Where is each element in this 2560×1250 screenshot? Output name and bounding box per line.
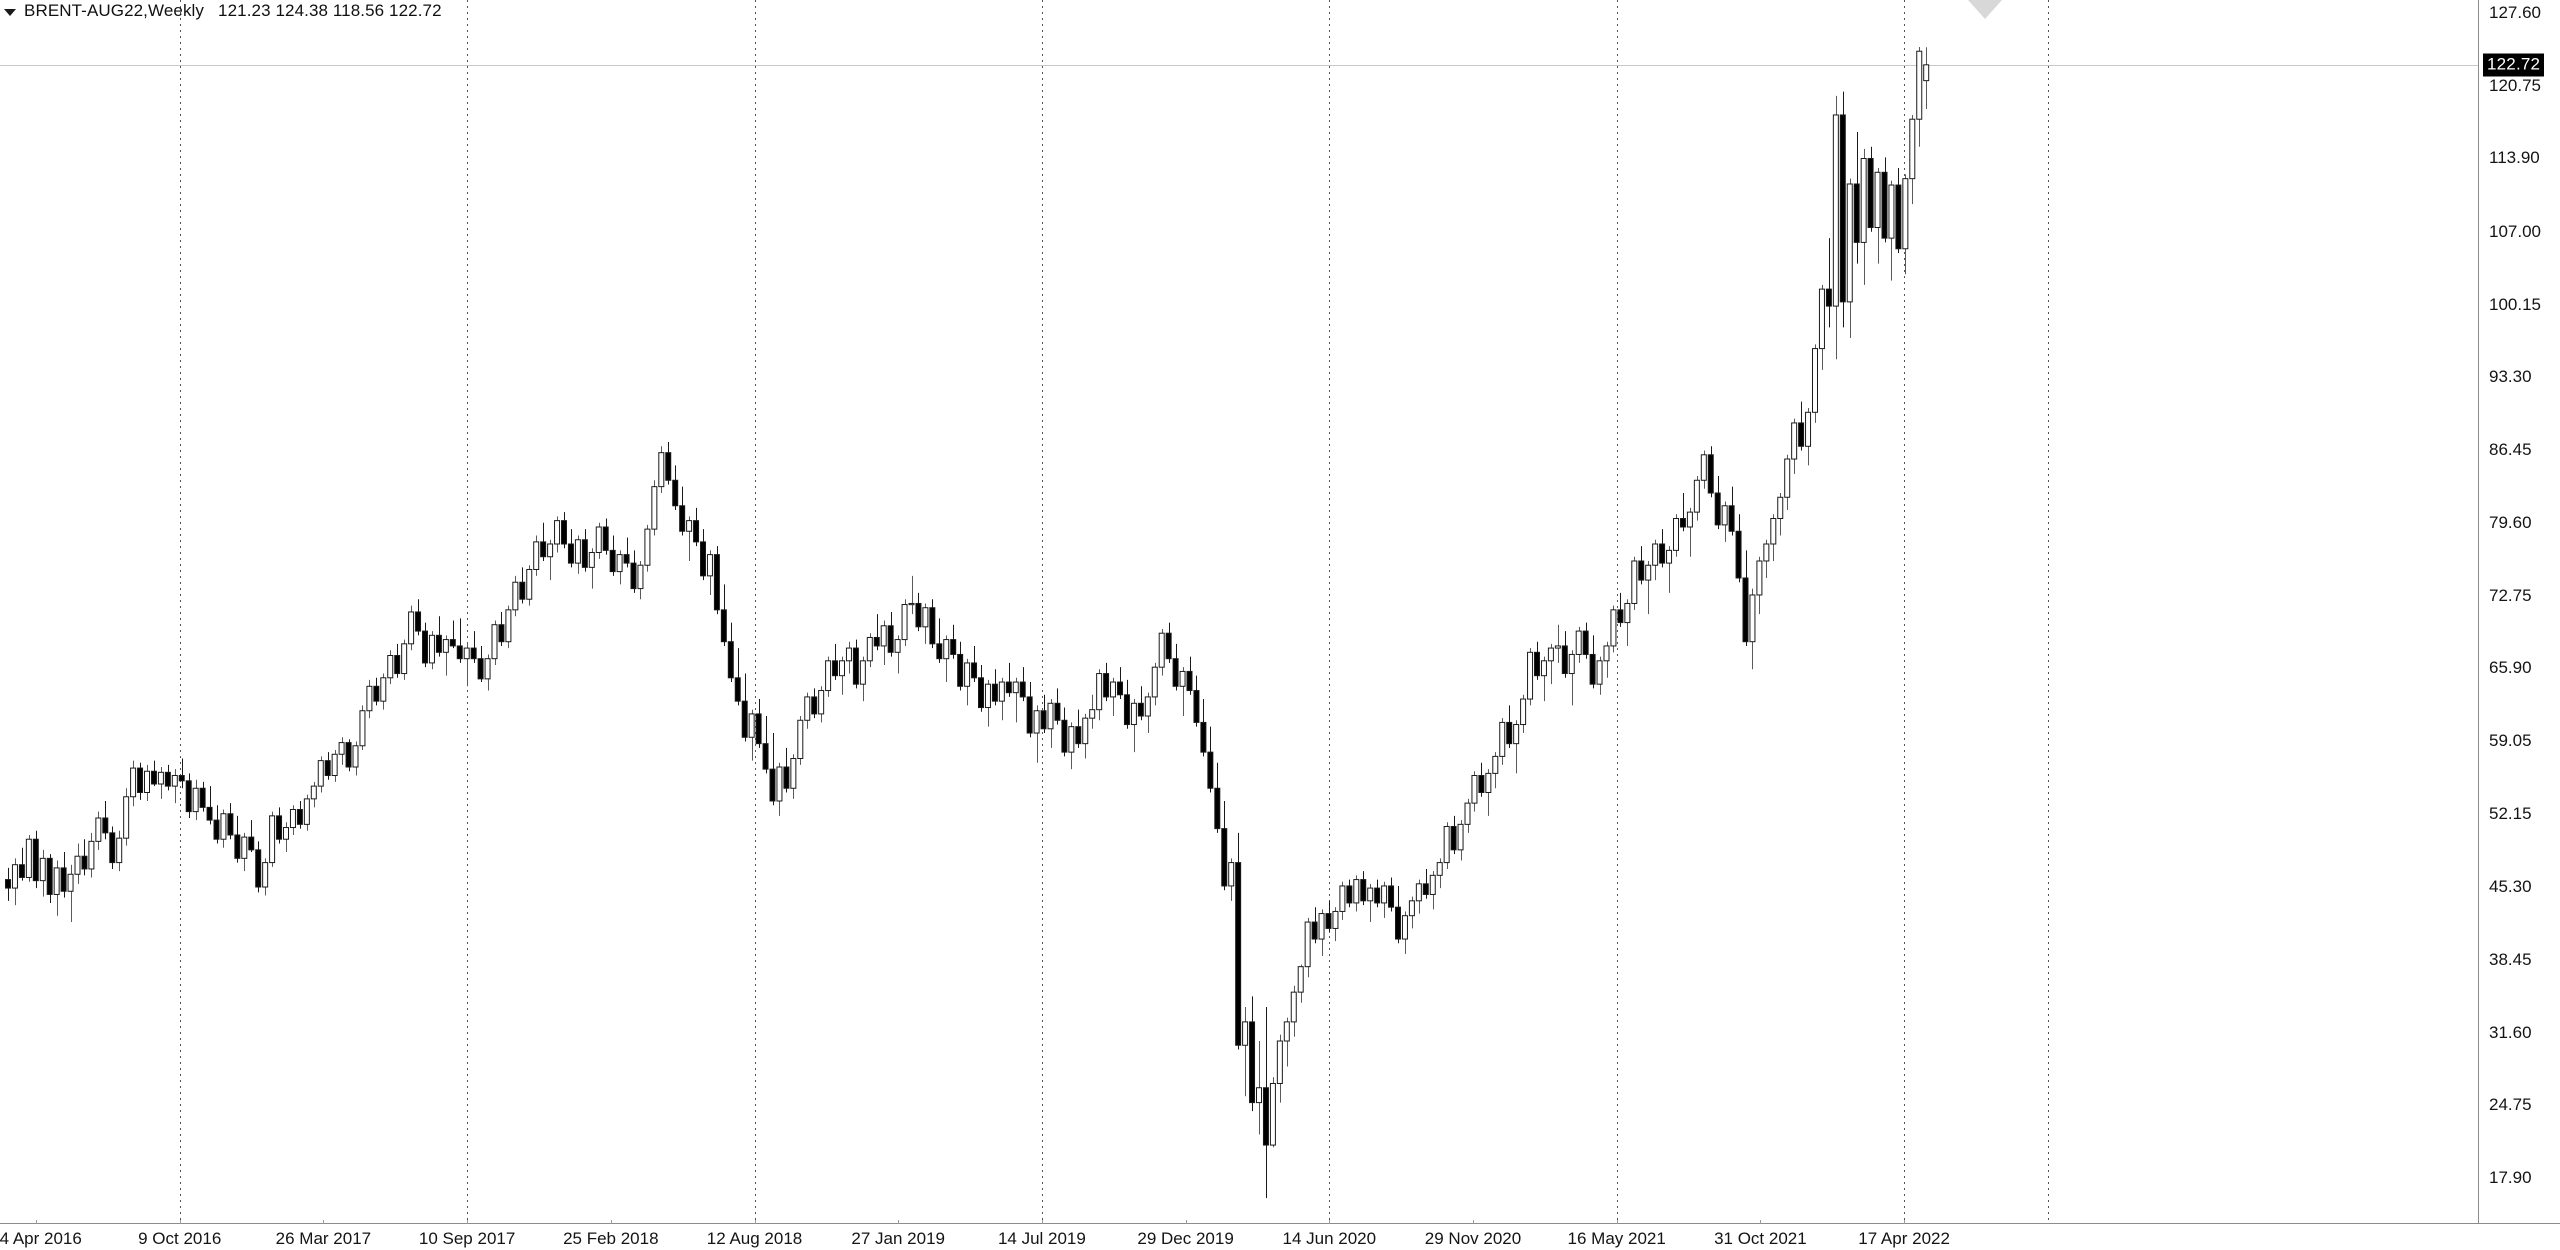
- date-tick-mark: [1041, 1220, 1043, 1224]
- date-axis-tick: 29 Dec 2019: [1137, 1229, 1234, 1248]
- symbol-legend: BRENT-AUG22,Weekly 121.23 124.38 118.56 …: [0, 0, 442, 22]
- price-axis-tick: 59.05: [2489, 730, 2532, 750]
- price-axis-tick: 79.60: [2489, 512, 2532, 532]
- chart-plot-area[interactable]: [0, 0, 2478, 1223]
- date-axis-tick: 16 May 2021: [1567, 1229, 1666, 1248]
- date-axis-tick: 10 Sep 2017: [418, 1229, 516, 1248]
- date-axis-tick: 25 Feb 2018: [563, 1229, 659, 1248]
- date-axis-tick: 14 Jun 2020: [1282, 1229, 1377, 1248]
- date-axis-tick: 29 Nov 2020: [1424, 1229, 1522, 1248]
- date-axis-tick: 12 Aug 2018: [706, 1229, 803, 1248]
- price-axis-tick: 17.90: [2489, 1168, 2532, 1187]
- date-tick-mark: [1760, 1220, 1762, 1224]
- price-axis-tick: 86.45: [2489, 440, 2532, 459]
- date-tick-mark: [1185, 1220, 1187, 1224]
- triangle-down-icon[interactable]: [4, 8, 16, 16]
- price-axis-tick: 24.75: [2489, 1095, 2532, 1115]
- date-axis-tick: 14 Jul 2019: [997, 1229, 1086, 1248]
- date-tick-mark: [754, 1220, 756, 1224]
- ohlc-values: 121.23 124.38 118.56 122.72: [218, 1, 442, 20]
- date-tick-mark: [179, 1220, 181, 1224]
- date-tick-mark: [1473, 1220, 1474, 1224]
- date-axis-tick: 26 Mar 2017: [275, 1229, 372, 1248]
- price-axis-tick: 93.30: [2489, 367, 2532, 387]
- price-axis-tick: 72.75: [2489, 585, 2532, 605]
- date-tick-mark: [36, 1220, 37, 1224]
- date-axis-tick: 24 Apr 2016: [0, 1229, 82, 1248]
- last-price-label: 122.72: [2483, 53, 2545, 77]
- date-axis-tick: 27 Jan 2019: [851, 1229, 945, 1248]
- price-axis-tick: 45.30: [2489, 877, 2532, 896]
- date-tick-mark: [610, 1220, 612, 1224]
- price-axis-tick: 127.60: [2489, 3, 2541, 22]
- date-axis-tick: 31 Oct 2021: [1714, 1229, 1807, 1248]
- price-axis-tick: 31.60: [2489, 1022, 2532, 1042]
- date-tick-mark: [1904, 1220, 1906, 1224]
- date-tick-mark: [323, 1220, 325, 1224]
- price-axis-tick: 38.45: [2489, 949, 2532, 969]
- candle-series: [5, 46, 1930, 1199]
- price-axis-tick: 120.75: [2489, 75, 2541, 95]
- date-tick-mark: [898, 1220, 900, 1224]
- date-axis-tick: 17 Apr 2022: [1858, 1229, 1950, 1248]
- price-axis-tick: 113.90: [2489, 148, 2540, 168]
- time-axis[interactable]: 24 Apr 2016 9 Oct 2016 26 Mar 2017 10 Sep 2…: [0, 1220, 2560, 1250]
- symbol-label: BRENT-AUG22,Weekly: [24, 1, 205, 20]
- candlestick-chart[interactable]: [0, 0, 2478, 1223]
- price-axis[interactable]: 127.60 120.75 113.90 107.00 100.15 93.30 86.45…: [2478, 0, 2560, 1223]
- price-axis-tick: 65.90: [2489, 658, 2532, 678]
- date-tick-mark: [1329, 1220, 1331, 1224]
- date-tick-mark: [467, 1220, 469, 1224]
- date-tick-mark: [1616, 1220, 1618, 1224]
- date-axis-tick: 9 Oct 2016: [138, 1229, 222, 1248]
- vertical-gridlines: [180, 0, 2049, 1223]
- price-axis-tick: 100.15: [2489, 294, 2541, 314]
- price-axis-tick: 107.00: [2489, 221, 2541, 241]
- price-axis-tick: 52.15: [2489, 804, 2532, 824]
